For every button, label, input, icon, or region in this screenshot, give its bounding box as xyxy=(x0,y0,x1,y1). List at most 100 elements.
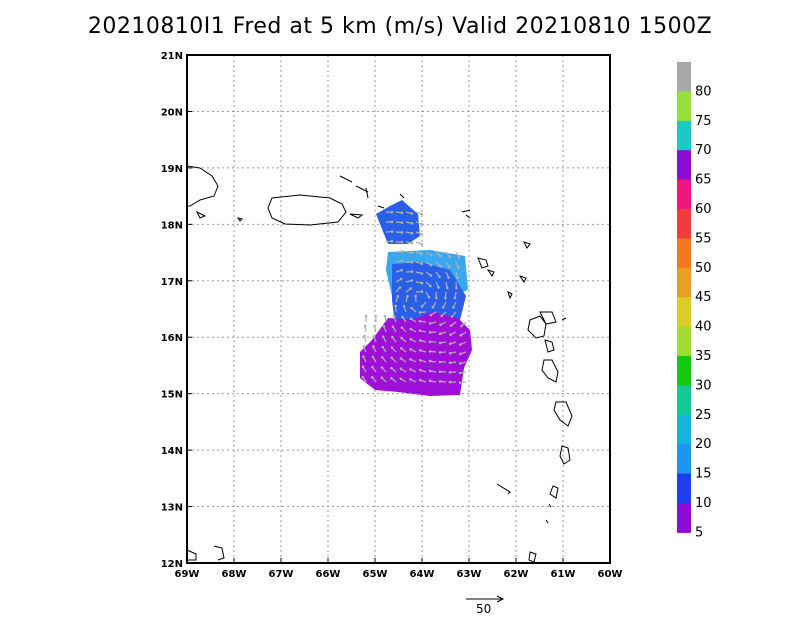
wind-vectors xyxy=(361,210,467,385)
wind-vector-head xyxy=(399,367,403,371)
wind-vector-head xyxy=(420,222,423,226)
wind-vector-head xyxy=(401,315,404,319)
colorbar-segment xyxy=(677,62,691,92)
colorbar-label: 10 xyxy=(695,496,712,511)
wind-vector-head xyxy=(410,231,414,235)
wind-vector-head xyxy=(392,315,396,318)
coastline-grenadines xyxy=(545,485,559,524)
colorbar-label: 65 xyxy=(695,173,712,188)
wind-vector-head xyxy=(419,358,422,362)
lat-label: 16N xyxy=(161,333,183,344)
coastline-dominica xyxy=(544,339,555,353)
wind-vector-head xyxy=(448,351,452,355)
wind-vector-head xyxy=(455,286,458,290)
wind-vector-head xyxy=(445,286,449,290)
wind-vector-head xyxy=(380,376,384,380)
colorbar-segment xyxy=(677,91,691,122)
wind-vector-head xyxy=(400,211,404,215)
wind-vector-head xyxy=(390,376,393,380)
wind-vector-head xyxy=(450,315,454,318)
colorbar-label: 45 xyxy=(695,290,712,305)
lat-label: 17N xyxy=(161,277,183,288)
wind-vector-head xyxy=(448,371,452,374)
wind-vector-head xyxy=(447,276,450,279)
colorbar-segment xyxy=(677,444,691,475)
colorbar-label: 35 xyxy=(695,349,712,364)
colorbar-segment xyxy=(677,473,691,504)
wind-vector-head xyxy=(400,268,404,272)
wind-vector-head xyxy=(398,286,402,289)
lat-label: 12N xyxy=(161,559,183,570)
wind-vector-head xyxy=(428,359,432,363)
wind-vector-head xyxy=(414,294,417,298)
lon-label: 69W xyxy=(175,569,200,580)
lat-label: 13N xyxy=(161,503,183,514)
lon-label: 64W xyxy=(410,569,435,580)
wind-vector-head xyxy=(438,275,441,279)
wind-vector-head xyxy=(452,306,455,309)
wind-vector-head xyxy=(420,262,424,266)
wind-vector-head xyxy=(371,365,374,369)
wind-vector-head xyxy=(363,334,366,338)
wind-vector-head xyxy=(374,314,377,318)
wind-vector-head xyxy=(459,333,463,337)
colorbar-segment xyxy=(677,238,691,269)
wind-vector-head xyxy=(400,231,404,234)
wind-vector-head xyxy=(438,265,442,268)
colorbar-label: 55 xyxy=(695,231,712,246)
colorbar-segment xyxy=(677,209,691,239)
coastline-guadeloupe xyxy=(518,275,567,339)
wind-vector-head xyxy=(390,210,394,214)
colorbar-label: 5 xyxy=(695,525,703,540)
wind-vector-head xyxy=(373,324,376,328)
wind-vector-head xyxy=(460,324,463,328)
lon-label: 66W xyxy=(316,569,341,580)
colorbar-segment xyxy=(677,385,691,416)
wind-vector-head xyxy=(428,369,432,373)
wind-vector-head xyxy=(409,358,412,361)
wind-vector-head xyxy=(458,381,462,385)
wind-vector-head xyxy=(458,362,462,365)
wind-vector-head xyxy=(458,371,462,375)
wind-vector-head xyxy=(363,324,367,328)
coastline-anguilla xyxy=(461,209,471,219)
colorbar-label: 75 xyxy=(695,114,712,129)
wind-vector-head xyxy=(410,306,413,310)
colorbar-label: 70 xyxy=(695,143,712,158)
coastlines xyxy=(186,165,573,563)
wind-vector-head xyxy=(431,305,435,309)
wind-vector-head xyxy=(453,296,457,300)
wind-vector-head xyxy=(406,294,409,298)
colorbar-segment xyxy=(677,179,691,210)
wind-vector-head xyxy=(361,375,365,379)
wind-vector-head xyxy=(459,343,462,346)
wind-vector-head xyxy=(437,286,440,289)
lat-label: 18N xyxy=(161,220,183,231)
wind-vector-head xyxy=(371,355,375,359)
wind-vector-head xyxy=(420,272,424,275)
coastline-puerto-rico xyxy=(267,194,347,226)
wind-vector-head xyxy=(438,351,442,354)
wind-vector-head xyxy=(391,325,395,329)
wind-vector-head xyxy=(418,329,422,333)
wind-vector-head xyxy=(428,340,432,344)
coastline-hispaniola-south xyxy=(195,210,207,219)
wind-vector-head xyxy=(440,314,443,318)
wind-vector-head xyxy=(441,306,445,309)
coastline-aves xyxy=(496,483,511,495)
wind-vector-head xyxy=(419,378,422,382)
axis-ticks xyxy=(186,54,611,564)
wind-vector-head xyxy=(396,295,400,298)
wind-vector-head xyxy=(428,331,432,334)
wind-vector-head xyxy=(427,295,431,299)
wind-vector-head xyxy=(429,284,432,288)
wind-vector-head xyxy=(410,212,414,215)
wind-vector-head xyxy=(410,222,414,225)
wind-vector-head xyxy=(399,277,403,281)
wind-vector-head xyxy=(362,355,365,358)
colorbar-segment xyxy=(677,150,691,181)
colorbar-segment xyxy=(677,326,691,357)
wind-vector-head xyxy=(420,290,424,293)
wind-vector-head xyxy=(449,342,452,346)
